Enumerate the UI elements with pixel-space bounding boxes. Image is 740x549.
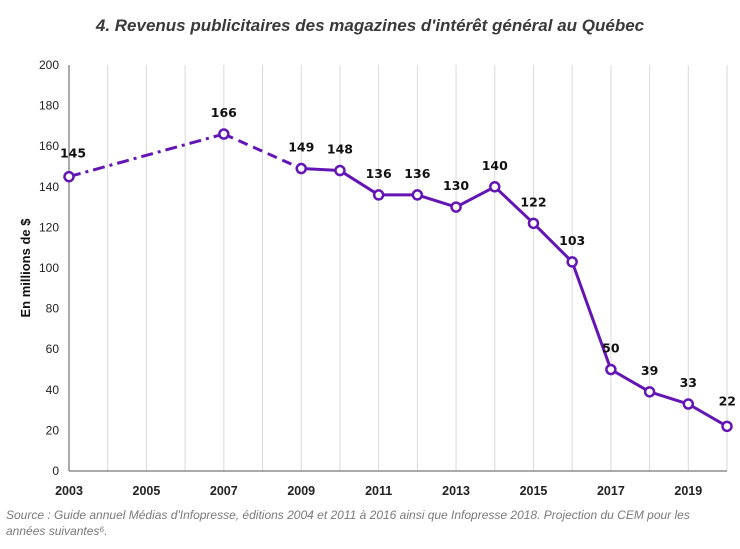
data-label-2015: 122	[520, 194, 546, 209]
gridlines	[107, 65, 728, 471]
y-tick-160: 160	[39, 139, 59, 153]
data-label-2007: 166	[211, 105, 237, 120]
data-points	[63, 128, 733, 433]
data-point-2015	[527, 217, 540, 230]
axes: 0 20 40 60 80 100 120 140 160 180 200 2003 2005 2007 2…	[39, 58, 727, 498]
data-point-2003	[63, 170, 75, 183]
chart-title: 4. Revenus publicitaires des magazines d…	[95, 16, 645, 35]
data-label-2010: 148	[327, 142, 353, 157]
data-label-2009: 149	[288, 140, 314, 155]
y-tick-180: 180	[39, 99, 59, 113]
data-point-2010	[334, 164, 346, 177]
y-tick-0: 0	[52, 464, 59, 478]
data-point-2013	[450, 201, 462, 213]
y-tick-120: 120	[39, 220, 59, 234]
x-tick-2013: 2013	[442, 484, 470, 498]
x-tick-2003: 2003	[55, 484, 83, 498]
x-tick-2019: 2019	[674, 484, 702, 498]
data-point-2019	[682, 398, 695, 410]
data-label-2014: 140	[482, 158, 508, 173]
data-point-2016	[566, 256, 578, 268]
x-tick-2017: 2017	[597, 484, 625, 498]
data-point-2007	[218, 128, 230, 140]
data-label-2013: 130	[443, 178, 469, 193]
data-point-2009	[295, 162, 307, 175]
data-point-2014	[489, 181, 501, 193]
data-label-2011: 136	[366, 166, 392, 181]
y-tick-100: 100	[39, 261, 59, 275]
data-point-2011	[372, 189, 385, 201]
data-label-2016: 103	[559, 233, 585, 248]
source-note: Source : Guide annuel Médias d'Infopress…	[6, 508, 690, 538]
y-tick-40: 40	[46, 383, 60, 397]
y-tick-60: 60	[46, 342, 60, 356]
data-point-2018	[643, 386, 656, 398]
data-label-2017: 50	[602, 341, 620, 356]
y-tick-20: 20	[46, 423, 60, 437]
data-label-2020: 22	[719, 393, 736, 408]
data-label-2003: 145	[60, 146, 86, 161]
series-line-solid	[299, 167, 729, 428]
data-point-2020	[721, 420, 733, 433]
series-lines	[68, 132, 729, 428]
y-axis-label: En millions de $	[18, 218, 33, 318]
y-tick-200: 200	[39, 58, 59, 72]
data-label-2018: 39	[641, 363, 658, 378]
series-line-dash-dot	[68, 132, 225, 179]
x-tick-2015: 2015	[520, 484, 548, 498]
y-tick-140: 140	[39, 180, 59, 194]
data-label-2019: 33	[680, 375, 697, 390]
data-point-2017	[605, 363, 617, 376]
data-labels: 145 166 149 148 136 136 130 140 122 103 50 39 33 22	[60, 105, 736, 408]
x-tick-2009: 2009	[287, 484, 315, 498]
data-label-2012: 136	[404, 166, 430, 181]
y-tick-80: 80	[46, 302, 60, 316]
data-point-2012	[411, 189, 424, 201]
series-line-dashed	[223, 132, 302, 170]
x-tick-2007: 2007	[210, 484, 238, 498]
x-tick-2011: 2011	[365, 484, 392, 498]
x-tick-2005: 2005	[133, 484, 161, 498]
